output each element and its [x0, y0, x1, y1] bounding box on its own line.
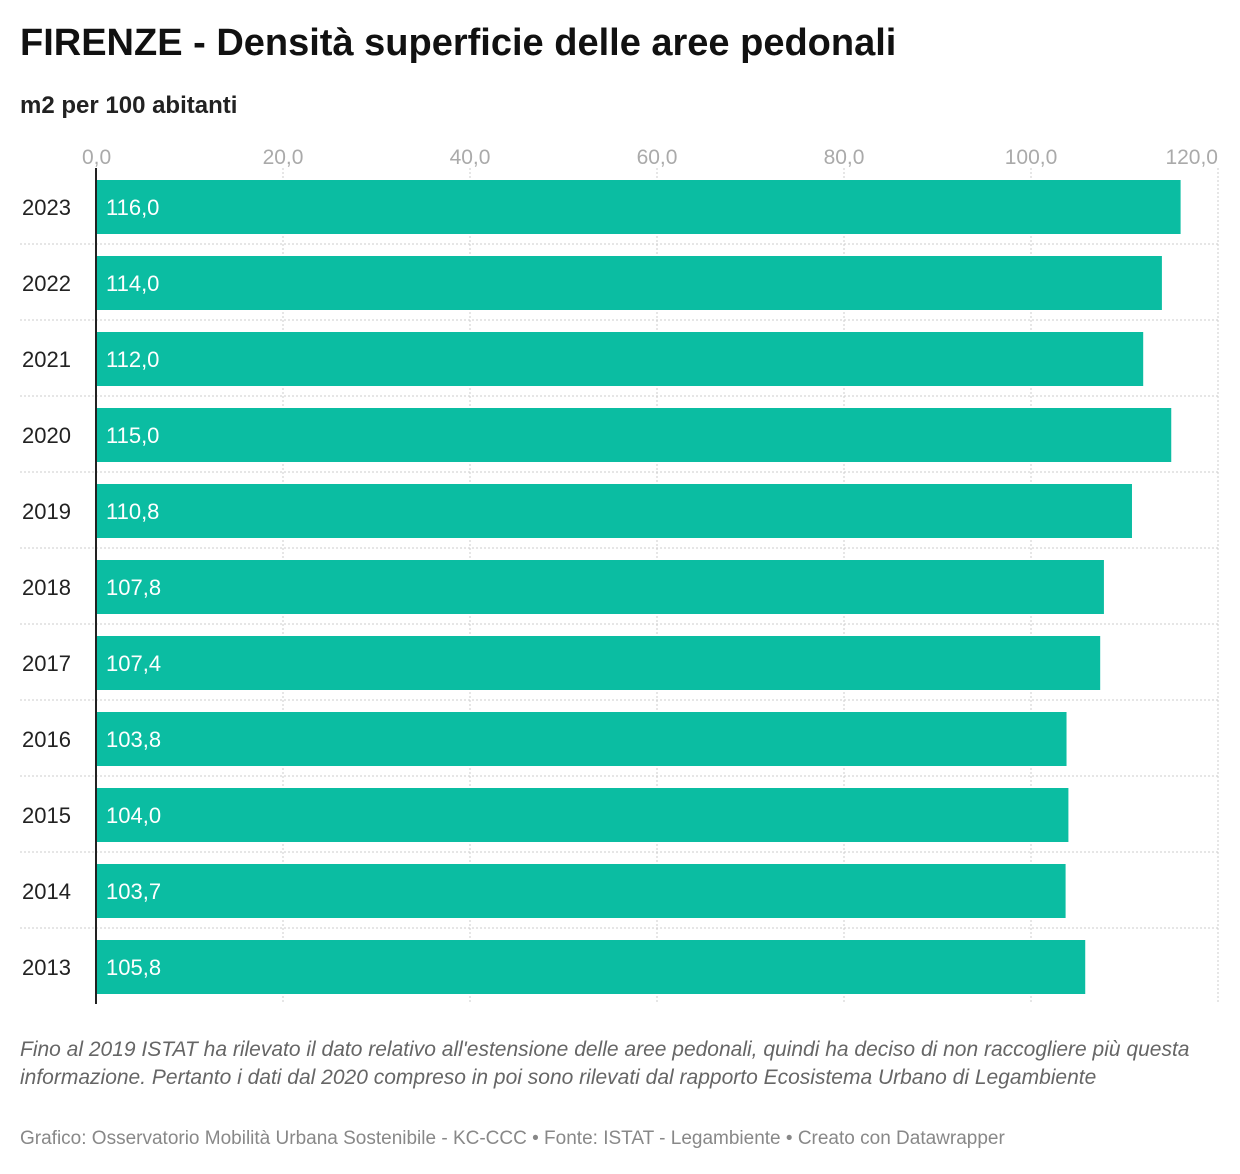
bar — [96, 712, 1067, 766]
category-label: 2023 — [22, 195, 71, 220]
data-label: 112,0 — [106, 347, 159, 372]
category-label: 2019 — [22, 499, 71, 524]
bar — [96, 180, 1181, 234]
data-label: 107,4 — [106, 651, 161, 676]
category-label: 2017 — [22, 651, 71, 676]
data-label: 115,0 — [106, 423, 159, 448]
x-tick-label: 0,0 — [82, 146, 111, 169]
bar — [96, 560, 1104, 614]
category-label: 2022 — [22, 271, 71, 296]
x-tick-label: 20,0 — [263, 146, 304, 169]
data-label: 114,0 — [106, 271, 159, 296]
chart-notes: Fino al 2019 ISTAT ha rilevato il dato r… — [20, 1038, 1190, 1089]
data-label: 116,0 — [106, 195, 159, 220]
bar — [96, 940, 1086, 994]
category-label: 2014 — [22, 879, 71, 904]
bar — [96, 408, 1172, 462]
data-label: 105,8 — [106, 955, 161, 980]
bar — [96, 636, 1101, 690]
x-tick-label: 40,0 — [450, 146, 491, 169]
data-label: 104,0 — [106, 803, 161, 828]
bar — [96, 256, 1162, 310]
data-label: 110,8 — [106, 499, 159, 524]
bar — [96, 864, 1066, 918]
x-tick-label: 120,0 — [1165, 146, 1218, 169]
x-tick-label: 60,0 — [637, 146, 678, 169]
category-label: 2018 — [22, 575, 71, 600]
chart-footer: Grafico: Osservatorio Mobilità Urbana So… — [20, 1128, 1005, 1149]
category-label: 2016 — [22, 727, 71, 752]
x-tick-label: 80,0 — [824, 146, 865, 169]
data-label: 107,8 — [106, 575, 161, 600]
chart-title: FIRENZE - Densità superficie delle aree … — [20, 22, 897, 64]
category-label: 2021 — [22, 347, 71, 372]
data-label: 103,7 — [106, 879, 161, 904]
x-tick-label: 100,0 — [1005, 146, 1058, 169]
bar-chart: 0,0 20,0 40,0 60,0 80,0 100,0 120,0 2023 116,0 20… — [20, 146, 1219, 1004]
category-label: 2015 — [22, 803, 71, 828]
category-label: 2013 — [22, 955, 71, 980]
bar — [96, 332, 1144, 386]
bar — [96, 788, 1069, 842]
data-label: 103,8 — [106, 727, 161, 752]
category-label: 2020 — [22, 423, 71, 448]
chart-subtitle: m2 per 100 abitanti — [20, 92, 238, 119]
bar — [96, 484, 1132, 538]
